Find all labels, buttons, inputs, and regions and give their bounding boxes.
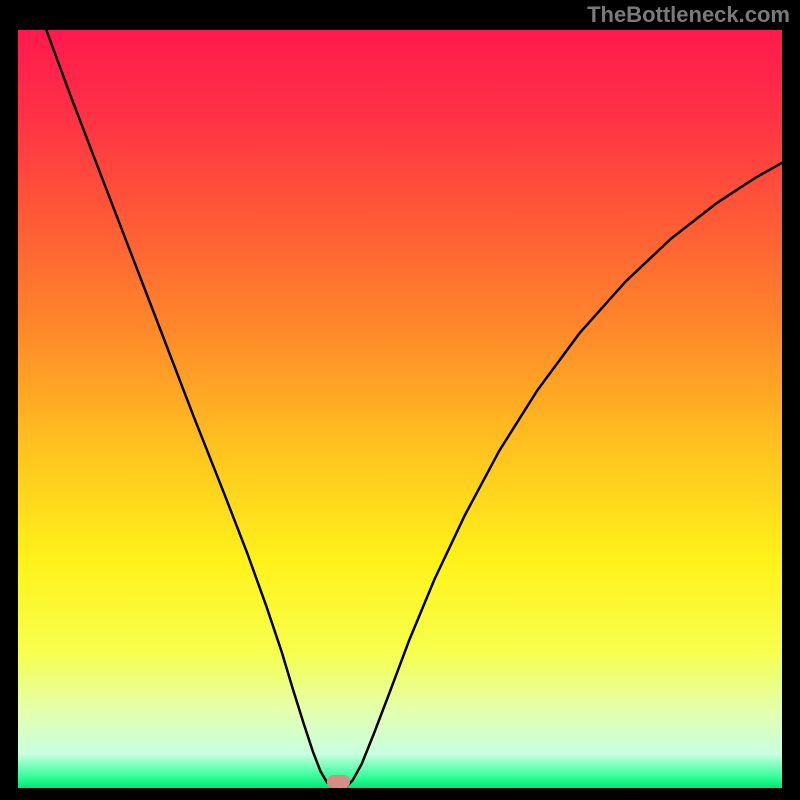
plot-frame bbox=[18, 30, 782, 788]
watermark-text: TheBottleneck.com bbox=[587, 2, 790, 28]
chart-container: TheBottleneck.com bbox=[0, 0, 800, 800]
curve-left-branch bbox=[46, 30, 332, 787]
bottleneck-curve bbox=[18, 30, 782, 788]
curve-right-branch bbox=[347, 163, 783, 787]
minimum-marker bbox=[327, 775, 350, 788]
